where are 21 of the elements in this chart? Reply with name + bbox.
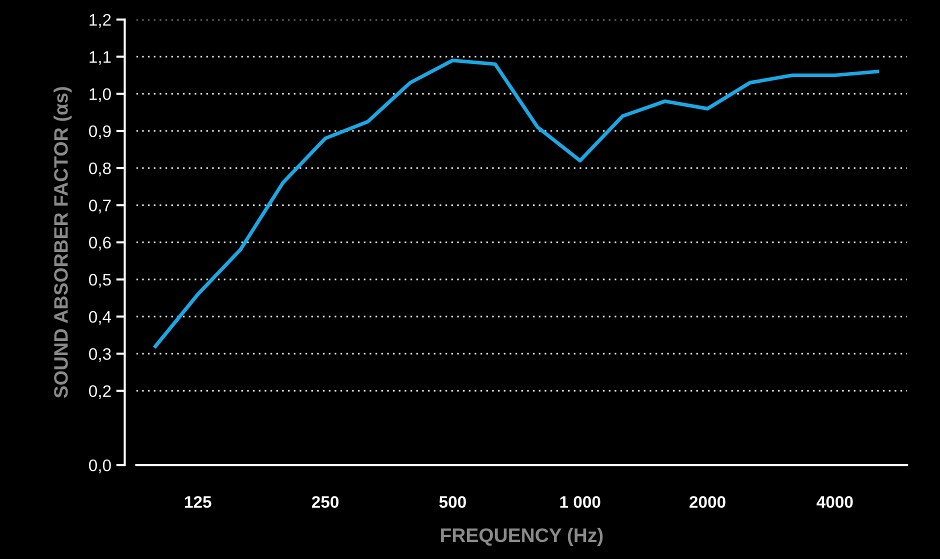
y-tick-label: 1,2	[90, 14, 111, 28]
x-tick-label: 1 000	[560, 496, 600, 508]
y-tick-label: 0,3	[89, 348, 111, 362]
x-axis-title: FREQUENCY (Hz)	[441, 528, 603, 546]
y-tick-label: 0,5	[89, 274, 111, 288]
x-tick-label: 2000	[690, 496, 726, 508]
y-tick-label: 0,7	[89, 200, 111, 214]
line-series	[154, 58, 880, 348]
y-tick-label: 0,9	[89, 125, 111, 140]
y-tick-label: 0,0	[89, 459, 111, 474]
y-tick-label: 1,1	[90, 51, 111, 65]
y-tick-label: 0,4	[89, 310, 112, 325]
x-tick-label: 250	[312, 496, 339, 508]
x-tick-label: 4000	[816, 496, 853, 508]
y-tick-label: 0,6	[89, 236, 111, 250]
x-tick-label: 125	[185, 496, 212, 508]
y-axis-title: SOUND ABSORBER FACTOR (αs)	[54, 87, 72, 398]
y-tick-label: 1,0	[90, 88, 111, 102]
x-tick-label: 500	[439, 496, 466, 508]
y-tick-label: 0,8	[89, 162, 111, 176]
y-tick-label: 0,2	[89, 385, 111, 400]
